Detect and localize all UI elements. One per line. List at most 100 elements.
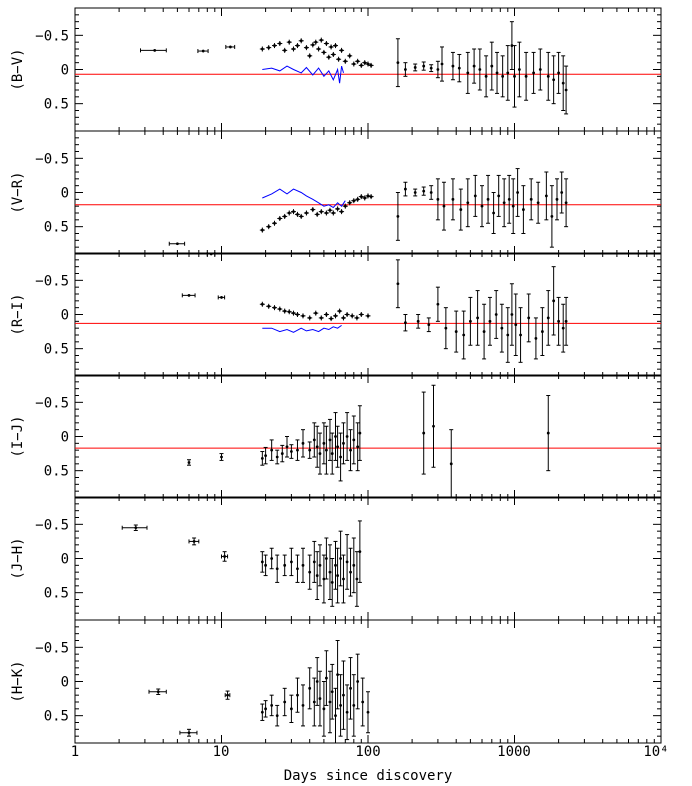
data-point xyxy=(286,210,292,216)
y-axis-label: (H−K) xyxy=(10,660,26,702)
y-tick-label: −0.5 xyxy=(35,395,69,411)
data-point xyxy=(303,45,309,51)
data-point xyxy=(295,677,300,713)
data-point xyxy=(260,551,265,573)
x-tick-label-3: 1000 xyxy=(497,744,531,760)
panel-0: −0.5 0 0.5 (B−V) xyxy=(10,7,662,132)
y-axis-label: (I−J) xyxy=(10,415,26,457)
data-point xyxy=(289,694,294,723)
data-point xyxy=(224,690,231,700)
data-point xyxy=(300,429,305,458)
data-point xyxy=(536,181,541,224)
data-point xyxy=(355,58,361,64)
data-point xyxy=(461,310,466,360)
data-point xyxy=(330,51,336,57)
data-point xyxy=(294,211,300,217)
data-point xyxy=(303,210,309,216)
x-tick-label-0: 1 xyxy=(71,744,79,760)
data-point xyxy=(515,168,520,217)
data-point xyxy=(395,192,400,241)
data-point xyxy=(495,51,500,94)
data-point xyxy=(347,200,353,206)
data-point xyxy=(266,224,272,230)
data-point xyxy=(300,547,305,583)
data-point xyxy=(315,657,320,706)
data-point xyxy=(403,62,408,77)
y-tick-label: −0.5 xyxy=(35,28,69,44)
data-point xyxy=(333,412,338,461)
data-point xyxy=(403,314,408,332)
y-tick-label: −0.5 xyxy=(35,151,69,167)
data-point xyxy=(318,37,324,43)
data-point xyxy=(341,660,346,730)
data-point xyxy=(318,209,324,215)
data-point xyxy=(450,51,455,81)
data-point xyxy=(266,303,272,309)
data-point xyxy=(354,551,359,607)
data-point xyxy=(413,63,418,72)
data-point xyxy=(317,670,322,727)
data-point xyxy=(259,46,265,52)
y-tick-label: 0 xyxy=(61,430,69,446)
data-point xyxy=(496,174,501,217)
data-point xyxy=(335,425,340,468)
data-point xyxy=(269,547,274,570)
data-point xyxy=(333,687,338,744)
data-point xyxy=(341,554,346,604)
x-tick-label-2: 100 xyxy=(355,744,380,760)
data-point xyxy=(277,306,283,312)
data-point xyxy=(443,307,448,350)
data-point xyxy=(219,453,224,461)
data-point xyxy=(348,429,353,472)
data-point xyxy=(295,554,300,583)
data-point xyxy=(345,534,350,590)
data-point xyxy=(280,444,285,463)
data-point xyxy=(285,436,290,458)
data-point xyxy=(468,296,473,346)
y-tick-label: −0.5 xyxy=(35,273,69,289)
data-point xyxy=(479,185,484,228)
data-point xyxy=(282,554,287,577)
panel-3: −0.5 0 0.5 (I−J) xyxy=(10,374,662,499)
data-point xyxy=(317,432,322,475)
data-point xyxy=(499,303,504,353)
data-point xyxy=(426,317,431,333)
data-point xyxy=(328,316,334,322)
data-point xyxy=(310,207,316,213)
data-point xyxy=(505,45,510,101)
data-point xyxy=(435,60,440,79)
data-point xyxy=(314,211,320,217)
data-point xyxy=(413,188,418,197)
data-point xyxy=(533,317,538,360)
data-point xyxy=(300,684,305,727)
data-point xyxy=(473,174,478,217)
data-point xyxy=(357,520,362,583)
data-point xyxy=(294,43,300,49)
data-point xyxy=(289,444,294,459)
data-point xyxy=(365,193,371,199)
data-point xyxy=(282,213,288,219)
data-point xyxy=(332,313,338,319)
data-point xyxy=(521,185,526,234)
data-point xyxy=(487,296,492,346)
data-point xyxy=(290,310,296,316)
model-curve xyxy=(262,65,344,84)
y-axis-label: (B−V) xyxy=(10,48,26,90)
data-point xyxy=(403,181,408,197)
data-point xyxy=(500,55,505,98)
data-point xyxy=(355,422,360,472)
data-point xyxy=(344,312,350,317)
x-axis: 1 10 100 1000 10⁴ Days since discovery xyxy=(71,744,669,784)
data-point xyxy=(275,449,280,465)
data-point xyxy=(502,178,507,228)
data-point xyxy=(395,259,400,309)
data-point xyxy=(489,41,494,91)
x-tick-label-4: 10⁴ xyxy=(643,744,668,760)
data-point xyxy=(148,688,167,695)
data-point xyxy=(324,425,329,475)
model-curve xyxy=(262,188,346,209)
data-point xyxy=(507,174,512,224)
data-point xyxy=(328,44,334,50)
data-point xyxy=(551,266,556,336)
